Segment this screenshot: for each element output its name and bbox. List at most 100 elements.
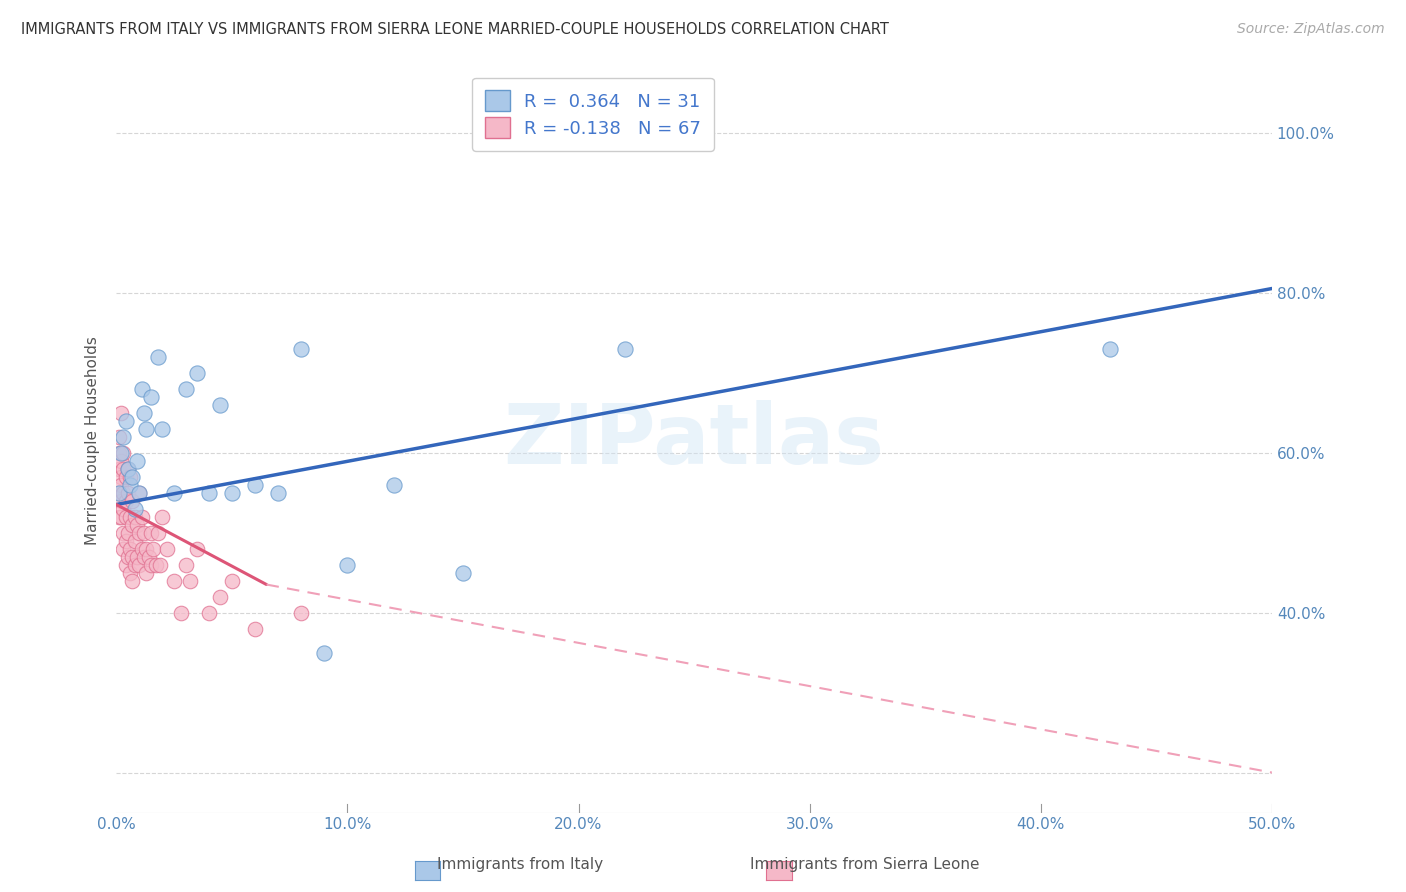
Point bbox=[117, 525, 139, 540]
Point bbox=[132, 549, 155, 564]
Point bbox=[243, 622, 266, 636]
Point bbox=[186, 366, 208, 380]
Point bbox=[290, 342, 312, 356]
Point bbox=[135, 541, 157, 556]
Point bbox=[197, 606, 219, 620]
Point bbox=[197, 485, 219, 500]
Point bbox=[117, 549, 139, 564]
Point bbox=[139, 558, 162, 572]
Point bbox=[124, 558, 146, 572]
Point bbox=[131, 509, 153, 524]
Point bbox=[112, 525, 135, 540]
Point bbox=[336, 558, 359, 572]
Point bbox=[131, 541, 153, 556]
Point bbox=[128, 558, 150, 572]
Point bbox=[107, 429, 129, 443]
Point bbox=[120, 469, 142, 483]
Point bbox=[114, 469, 136, 483]
Point bbox=[174, 382, 197, 396]
Point bbox=[170, 606, 193, 620]
Point bbox=[290, 606, 312, 620]
Point bbox=[1099, 342, 1122, 356]
Point bbox=[112, 501, 135, 516]
Point bbox=[145, 558, 167, 572]
Point bbox=[128, 485, 150, 500]
Point bbox=[209, 398, 232, 412]
Point bbox=[121, 469, 143, 483]
Point bbox=[121, 574, 143, 588]
Point bbox=[221, 485, 243, 500]
Point bbox=[120, 566, 142, 580]
Point bbox=[125, 549, 148, 564]
Point bbox=[156, 541, 179, 556]
Point bbox=[135, 421, 157, 435]
Point bbox=[110, 509, 132, 524]
Point bbox=[112, 445, 135, 459]
Point bbox=[114, 558, 136, 572]
Point bbox=[209, 590, 232, 604]
Point bbox=[112, 429, 135, 443]
Point bbox=[149, 558, 172, 572]
Point bbox=[174, 558, 197, 572]
Point bbox=[121, 549, 143, 564]
Point bbox=[125, 517, 148, 532]
Point bbox=[132, 405, 155, 419]
Point bbox=[128, 485, 150, 500]
Point bbox=[114, 413, 136, 427]
Point bbox=[142, 541, 165, 556]
Point bbox=[135, 566, 157, 580]
Point bbox=[114, 509, 136, 524]
Text: Source: ZipAtlas.com: Source: ZipAtlas.com bbox=[1237, 22, 1385, 37]
Point bbox=[152, 509, 174, 524]
Point bbox=[128, 525, 150, 540]
Point bbox=[112, 541, 135, 556]
Point bbox=[110, 453, 132, 467]
Point bbox=[112, 461, 135, 475]
Point bbox=[107, 485, 129, 500]
Point bbox=[139, 390, 162, 404]
Point bbox=[139, 525, 162, 540]
Point bbox=[267, 485, 290, 500]
Point bbox=[131, 382, 153, 396]
Point bbox=[179, 574, 201, 588]
Point bbox=[125, 453, 148, 467]
Point bbox=[110, 469, 132, 483]
Point bbox=[121, 517, 143, 532]
Point bbox=[221, 574, 243, 588]
Point bbox=[124, 533, 146, 548]
Point bbox=[186, 541, 208, 556]
Point bbox=[107, 509, 129, 524]
Point bbox=[107, 461, 129, 475]
Text: ZIPatlas: ZIPatlas bbox=[503, 400, 884, 481]
Point bbox=[132, 525, 155, 540]
Point bbox=[146, 525, 169, 540]
Point bbox=[112, 485, 135, 500]
Text: Immigrants from Sierra Leone: Immigrants from Sierra Leone bbox=[749, 857, 980, 872]
Point bbox=[117, 461, 139, 475]
Point bbox=[163, 574, 186, 588]
Point bbox=[152, 421, 174, 435]
Point bbox=[120, 509, 142, 524]
Point bbox=[163, 485, 186, 500]
Legend: R =  0.364   N = 31, R = -0.138   N = 67: R = 0.364 N = 31, R = -0.138 N = 67 bbox=[472, 78, 714, 151]
Point bbox=[114, 533, 136, 548]
Point bbox=[110, 445, 132, 459]
Point bbox=[121, 493, 143, 508]
Point bbox=[107, 485, 129, 500]
Point bbox=[124, 509, 146, 524]
Point bbox=[110, 405, 132, 419]
Point bbox=[124, 501, 146, 516]
Point bbox=[120, 541, 142, 556]
Point bbox=[451, 566, 474, 580]
Point bbox=[382, 477, 405, 491]
Point bbox=[146, 350, 169, 364]
Point bbox=[114, 493, 136, 508]
Point bbox=[110, 493, 132, 508]
Point bbox=[138, 549, 160, 564]
Y-axis label: Married-couple Households: Married-couple Households bbox=[86, 336, 100, 545]
Point bbox=[613, 342, 636, 356]
Point bbox=[107, 445, 129, 459]
Point bbox=[117, 485, 139, 500]
Point bbox=[120, 477, 142, 491]
Point bbox=[110, 477, 132, 491]
